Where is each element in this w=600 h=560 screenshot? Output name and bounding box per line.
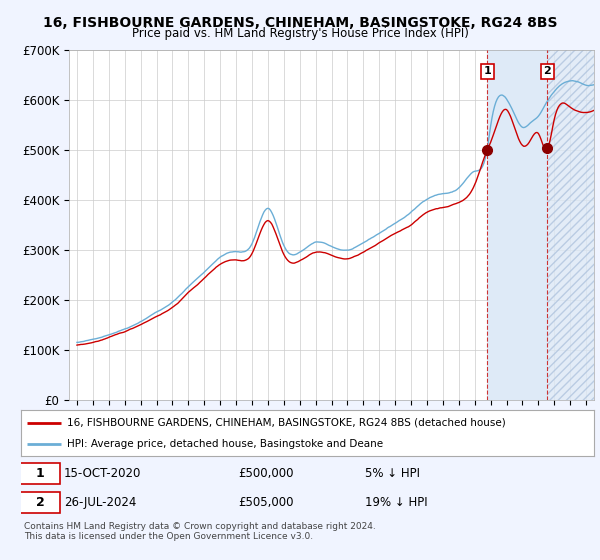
Text: 2: 2 xyxy=(35,496,44,508)
Text: Contains HM Land Registry data © Crown copyright and database right 2024.
This d: Contains HM Land Registry data © Crown c… xyxy=(24,522,376,542)
FancyBboxPatch shape xyxy=(20,492,60,513)
Text: 16, FISHBOURNE GARDENS, CHINEHAM, BASINGSTOKE, RG24 8BS (detached house): 16, FISHBOURNE GARDENS, CHINEHAM, BASING… xyxy=(67,418,506,428)
Text: £500,000: £500,000 xyxy=(239,468,294,480)
Text: £505,000: £505,000 xyxy=(239,496,294,508)
Text: 26-JUL-2024: 26-JUL-2024 xyxy=(64,496,136,508)
Text: 1: 1 xyxy=(484,67,491,76)
Bar xyxy=(547,50,594,400)
Text: 19% ↓ HPI: 19% ↓ HPI xyxy=(365,496,427,508)
Text: HPI: Average price, detached house, Basingstoke and Deane: HPI: Average price, detached house, Basi… xyxy=(67,439,383,449)
Text: 2: 2 xyxy=(544,67,551,76)
Text: 15-OCT-2020: 15-OCT-2020 xyxy=(64,468,142,480)
Text: 16, FISHBOURNE GARDENS, CHINEHAM, BASINGSTOKE, RG24 8BS: 16, FISHBOURNE GARDENS, CHINEHAM, BASING… xyxy=(43,16,557,30)
Bar xyxy=(487,50,547,400)
Text: 5% ↓ HPI: 5% ↓ HPI xyxy=(365,468,420,480)
Text: 1: 1 xyxy=(35,468,44,480)
Text: Price paid vs. HM Land Registry's House Price Index (HPI): Price paid vs. HM Land Registry's House … xyxy=(131,27,469,40)
FancyBboxPatch shape xyxy=(20,463,60,484)
